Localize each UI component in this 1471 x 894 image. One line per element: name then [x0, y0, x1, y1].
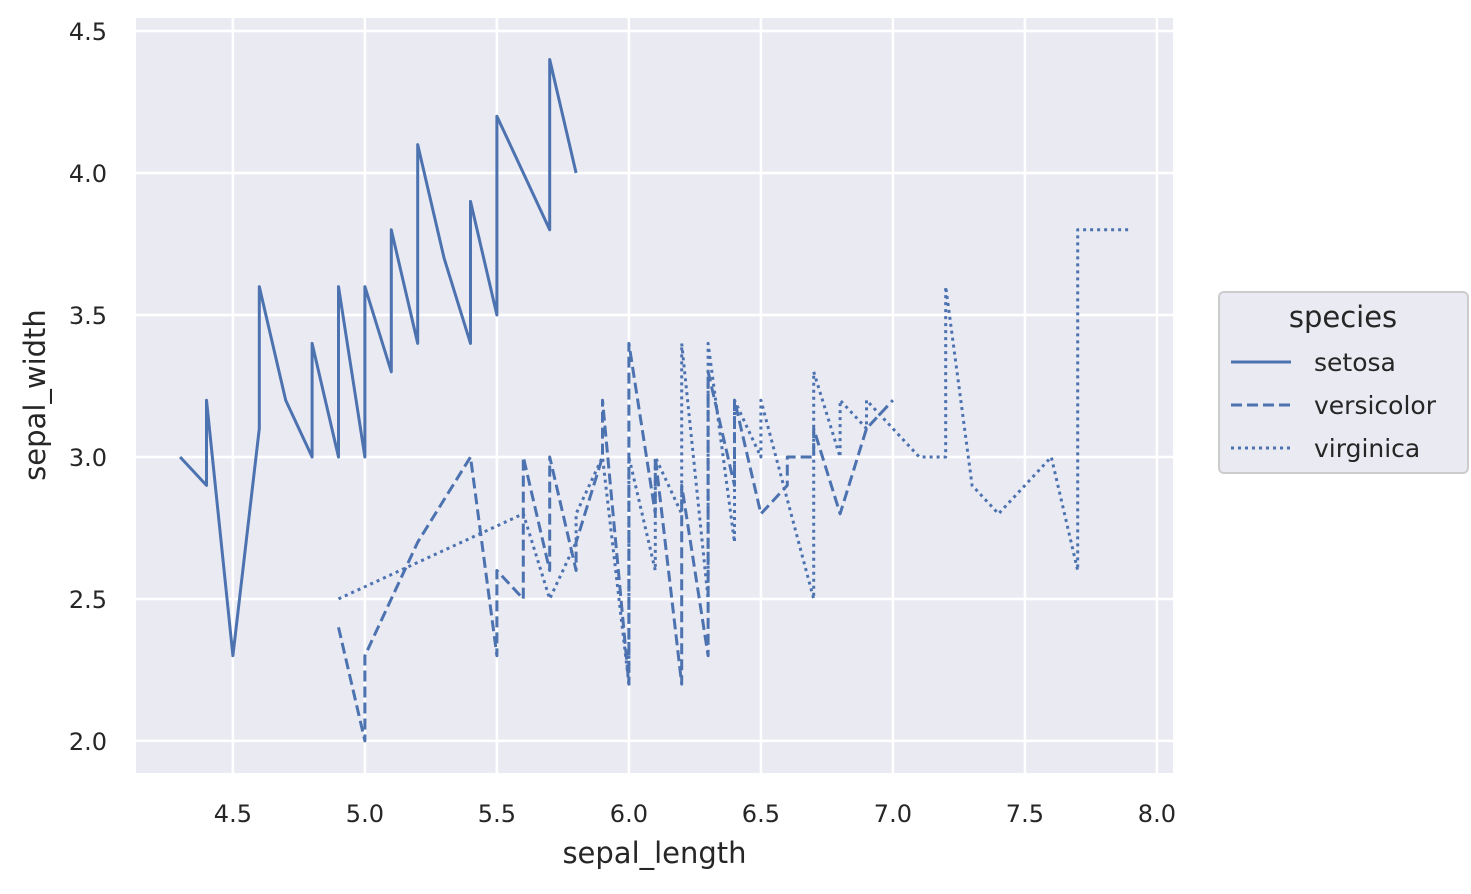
- x-tick-label: 6.0: [610, 800, 648, 828]
- y-tick-label: 2.5: [69, 586, 107, 614]
- legend-label: versicolor: [1314, 391, 1437, 420]
- y-axis-label: sepal_width: [18, 309, 52, 481]
- series-line-setosa: [179, 58, 578, 658]
- y-tick-label: 4.5: [69, 18, 107, 46]
- x-tick-label: 8.0: [1138, 800, 1176, 828]
- legend-title: species: [1289, 300, 1397, 334]
- x-tick-label: 6.5: [742, 800, 780, 828]
- x-axis-label: sepal_length: [562, 836, 746, 870]
- series-lines: [179, 58, 1131, 743]
- x-tick-label: 5.0: [346, 800, 384, 828]
- x-tick-label: 7.0: [874, 800, 912, 828]
- legend-label: setosa: [1314, 348, 1396, 377]
- legend: species setosa versicolor virginica: [1218, 291, 1469, 474]
- tick-labels: 4.5 5.0 5.5 6.0 6.5 7.0 7.5 8.0 2.0 2.5 3.0 3.5 4.0 4…: [69, 18, 1176, 828]
- x-tick-label: 4.5: [214, 800, 252, 828]
- y-tick-label: 4.0: [69, 160, 107, 188]
- y-tick-label: 3.0: [69, 444, 107, 472]
- legend-label: virginica: [1314, 434, 1420, 463]
- x-tick-label: 5.5: [478, 800, 516, 828]
- x-tick-label: 7.5: [1006, 800, 1044, 828]
- grid: [136, 18, 1173, 773]
- plot-background: [136, 18, 1173, 773]
- y-tick-label: 3.5: [69, 302, 107, 330]
- y-tick-label: 2.0: [69, 728, 107, 756]
- legend-box: [1218, 291, 1469, 474]
- series-line-versicolor: [337, 341, 894, 743]
